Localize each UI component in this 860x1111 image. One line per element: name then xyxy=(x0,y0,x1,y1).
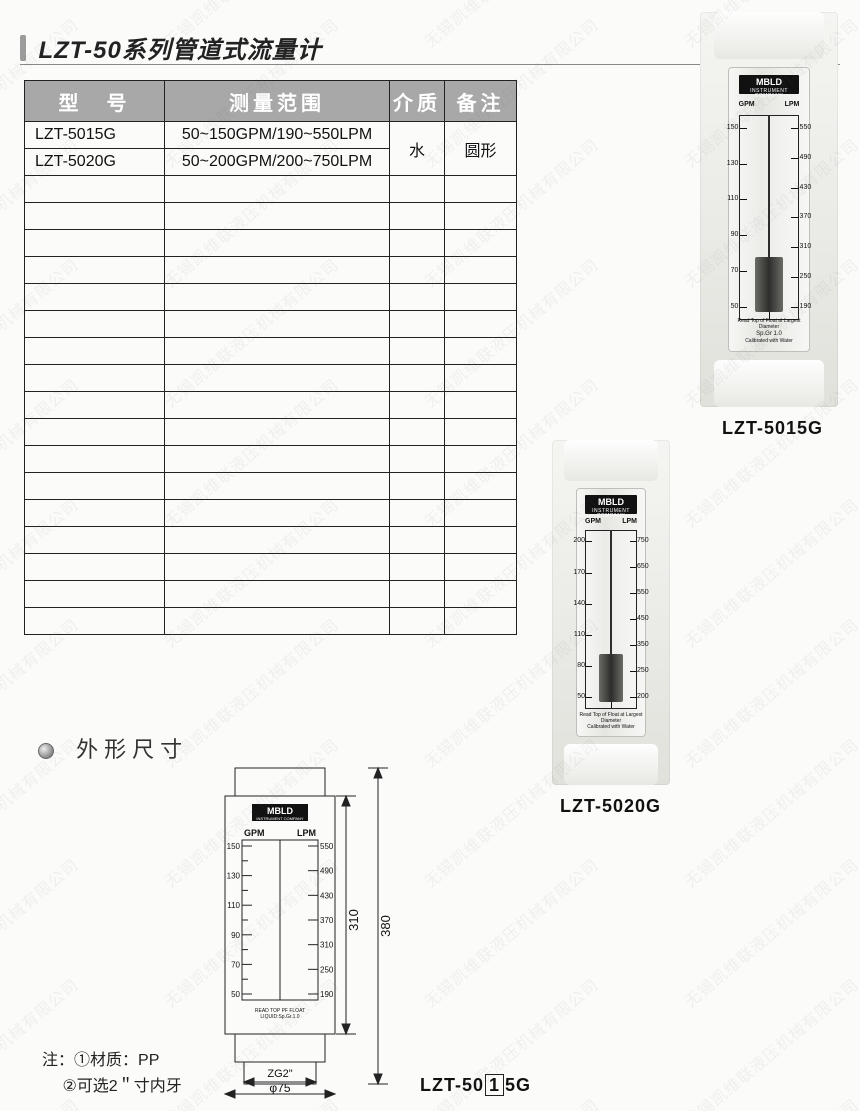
product-photo-5020g: MBLD INSTRUMENT COMPANY GPM LPM 20017014… xyxy=(552,440,670,785)
table-row-empty xyxy=(25,419,517,446)
dimension-heading-text: 外形尺寸 xyxy=(76,737,188,762)
table-row-empty xyxy=(25,581,517,608)
svg-text:150: 150 xyxy=(227,842,241,851)
diagram-lpm: LPM xyxy=(297,828,316,838)
svg-text:310: 310 xyxy=(320,941,334,950)
diagram-label-boxed: 1 xyxy=(485,1074,504,1096)
table-row-empty xyxy=(25,446,517,473)
table-row-empty xyxy=(25,365,517,392)
svg-text:550: 550 xyxy=(320,842,334,851)
cell-range: 50~200GPM/200~750LPM xyxy=(165,149,390,176)
svg-text:430: 430 xyxy=(320,891,334,900)
table-row-empty xyxy=(25,176,517,203)
table-row-empty xyxy=(25,257,517,284)
dimension-heading: 外形尺寸 xyxy=(38,732,188,764)
th-range: 测量范围 xyxy=(165,81,390,122)
note-1: ①材质：PP xyxy=(74,1052,159,1069)
table-row-empty xyxy=(25,527,517,554)
svg-text:130: 130 xyxy=(227,872,241,881)
svg-text:190: 190 xyxy=(320,990,334,999)
dim-dia: φ75 xyxy=(269,1081,290,1095)
table-row-empty xyxy=(25,473,517,500)
notes-block: 注：①材质：PP ②可选2＂寸内牙 xyxy=(42,1048,182,1099)
diagram-brand: MBLD xyxy=(267,806,293,816)
svg-text:70: 70 xyxy=(231,960,240,969)
cell-model: LZT-5020G xyxy=(25,149,165,176)
dim-310: 310 xyxy=(346,909,361,931)
th-medium: 介质 xyxy=(390,81,445,122)
table-row-empty xyxy=(25,311,517,338)
svg-text:490: 490 xyxy=(320,867,334,876)
spec-table: 型 号 测量范围 介质 备注 LZT-5015G50~150GPM/190~55… xyxy=(24,80,517,635)
label-5020g: LZT-5020G xyxy=(560,796,661,817)
svg-text:110: 110 xyxy=(227,901,240,910)
cell-range: 50~150GPM/190~550LPM xyxy=(165,122,390,149)
svg-text:50: 50 xyxy=(231,990,240,999)
table-row-empty xyxy=(25,500,517,527)
table-row: LZT-5015G50~150GPM/190~550LPM水圆形 xyxy=(25,122,517,149)
dim-380: 380 xyxy=(378,915,393,937)
svg-text:250: 250 xyxy=(320,965,334,974)
photo-brand: MBLD INSTRUMENT COMPANY xyxy=(585,495,637,514)
table-row-empty xyxy=(25,284,517,311)
table-row-empty xyxy=(25,203,517,230)
cell-remark: 圆形 xyxy=(445,122,517,176)
product-photo-5015g: MBLD INSTRUMENT COMPANY GPM LPM 15013011… xyxy=(700,12,838,407)
table-row-empty xyxy=(25,392,517,419)
dim-thread: ZG2" xyxy=(267,1068,292,1080)
svg-text:370: 370 xyxy=(320,916,334,925)
notes-prefix: 注： xyxy=(42,1052,74,1069)
table-row-empty xyxy=(25,608,517,635)
diagram-label: LZT-5015G xyxy=(420,1075,531,1096)
label-5015g: LZT-5015G xyxy=(722,418,823,439)
th-model: 型 号 xyxy=(25,81,165,122)
dimension-diagram: MBLD INSTRUMENT COMPANY GPM LPM 150 130 11… xyxy=(210,760,420,1100)
page-title: LZT-50系列管道式流量计 xyxy=(38,30,321,65)
svg-text:90: 90 xyxy=(231,931,240,940)
table-row-empty xyxy=(25,554,517,581)
table-row-empty xyxy=(25,230,517,257)
diagram-read-2: LIQUID:Sp.Gr.1.0 xyxy=(260,1014,299,1020)
diagram-gpm: GPM xyxy=(244,828,265,838)
note-2: ②可选2＂寸内牙 xyxy=(62,1078,181,1095)
photo-brand: MBLD INSTRUMENT COMPANY xyxy=(739,75,800,94)
diagram-brand-sub: INSTRUMENT COMPANY xyxy=(256,816,304,821)
cell-medium: 水 xyxy=(390,122,445,176)
title-accent xyxy=(20,35,26,61)
th-remark: 备注 xyxy=(445,81,517,122)
cell-model: LZT-5015G xyxy=(25,122,165,149)
table-row-empty xyxy=(25,338,517,365)
bullet-icon xyxy=(38,743,54,759)
